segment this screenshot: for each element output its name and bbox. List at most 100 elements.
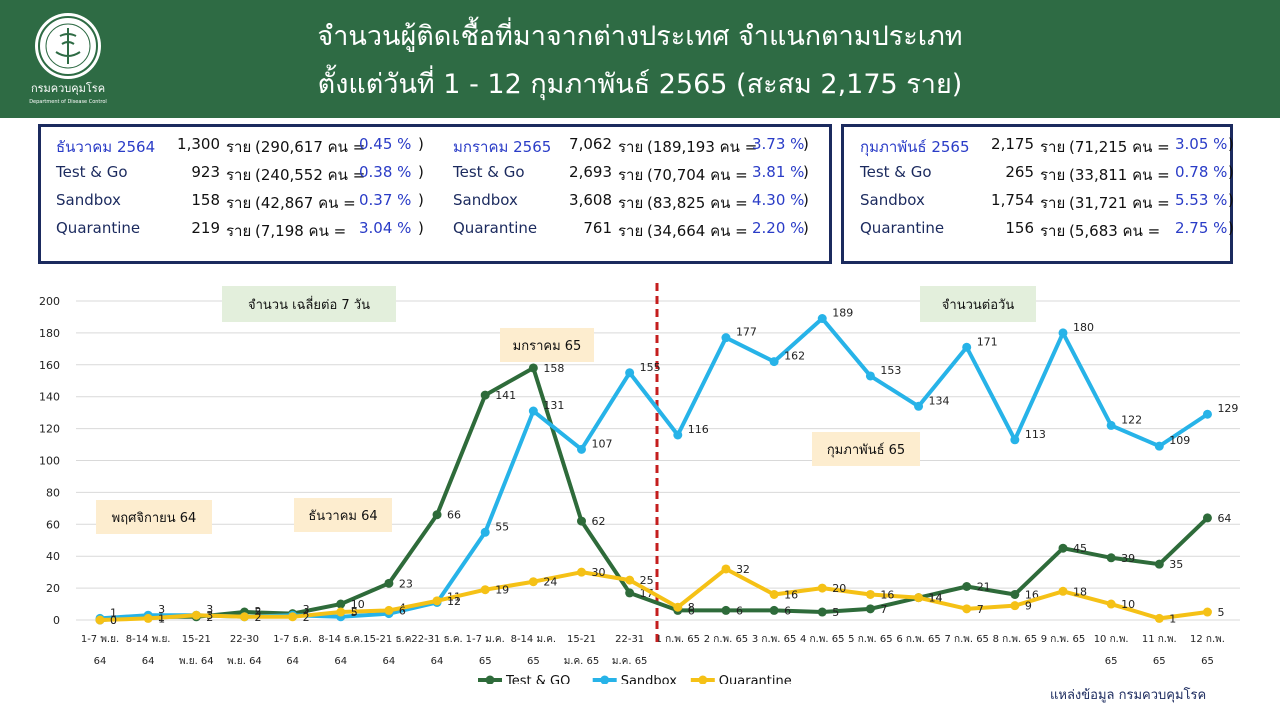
annotation-nov-bg <box>96 500 212 534</box>
data-label: 162 <box>784 350 805 363</box>
data-label: 2 <box>254 611 261 624</box>
summary-persons: (31,721 คน = <box>1069 194 1170 212</box>
data-point <box>865 604 875 614</box>
data-label: 6 <box>399 604 406 617</box>
y-tick-label: 80 <box>46 486 60 499</box>
data-label: 116 <box>688 423 709 436</box>
data-label: 6 <box>688 604 695 617</box>
x-tick-label: พ.ย. 64 <box>227 656 262 667</box>
data-point <box>577 567 586 577</box>
data-point <box>1154 613 1164 623</box>
data-point <box>1106 553 1116 563</box>
data-label: 129 <box>1217 402 1238 415</box>
summary-pct: 3.05 % <box>1175 135 1228 153</box>
summary-count: 158 <box>191 191 220 209</box>
series-line <box>99 365 1209 622</box>
summary-pct: 0.37 % <box>359 191 412 209</box>
summary-unit: ราย <box>1040 138 1066 156</box>
data-point <box>1058 543 1068 553</box>
data-point <box>721 333 731 343</box>
summary-close: ) <box>1228 163 1234 181</box>
summary-label: ธันวาคม 2564 <box>56 138 156 156</box>
data-point <box>480 527 490 537</box>
data-label: 9 <box>1025 600 1032 613</box>
data-point <box>769 605 779 615</box>
summary-persons: (240,552 คน = <box>255 166 366 184</box>
summary-unit: ราย <box>1040 222 1066 240</box>
x-tick-label: 4 ก.พ. 65 <box>800 634 844 645</box>
summary-persons: (33,811 คน = <box>1069 166 1170 184</box>
summary-label: Quarantine <box>453 219 538 237</box>
summary-label: Sandbox <box>56 191 121 209</box>
data-point <box>577 444 586 454</box>
x-tick-label: 6 ก.พ. 65 <box>896 634 940 645</box>
summary-label: Test & Go <box>56 163 128 181</box>
data-label: 25 <box>640 574 654 587</box>
summary-pct: 5.53 % <box>1175 191 1228 209</box>
summary-pct: 3.81 % <box>752 163 805 181</box>
x-tick-label: 65 <box>1105 656 1118 667</box>
data-label: 3 <box>206 609 213 622</box>
annotation-dec: ธันวาคม 64 <box>308 509 377 524</box>
summary-close: ) <box>418 191 424 209</box>
data-point <box>288 612 298 622</box>
summary-pct: 3.04 % <box>359 219 412 237</box>
summary-pct: 3.73 % <box>752 135 805 153</box>
data-label: 10 <box>1121 598 1135 611</box>
data-label: 55 <box>495 520 509 533</box>
y-tick-label: 200 <box>39 295 60 308</box>
data-point <box>528 577 538 587</box>
summary-label: Test & Go <box>453 163 525 181</box>
summary-count: 1,754 <box>991 191 1034 209</box>
data-point <box>384 578 394 588</box>
data-point <box>769 357 779 367</box>
x-tick-label: ม.ค. 65 <box>612 656 648 667</box>
summary-pct: 0.78 % <box>1175 163 1228 181</box>
summary-persons: (5,683 คน = <box>1069 222 1161 240</box>
data-label: 19 <box>495 584 509 597</box>
summary-unit: ราย <box>1040 166 1066 184</box>
summary-label: Sandbox <box>453 191 518 209</box>
summary-persons: (83,825 คน = <box>647 194 748 212</box>
summary-unit: ราย <box>226 222 252 240</box>
data-label: 158 <box>543 362 564 375</box>
x-tick-label: 22-30 <box>230 634 259 645</box>
data-label: 7 <box>977 603 984 616</box>
data-point <box>865 589 875 599</box>
x-tick-label: 3 ก.พ. 65 <box>752 634 796 645</box>
department-logo: กรมควบคุมโรค Department of Disease Contr… <box>29 13 107 105</box>
summary-close: ) <box>418 135 424 153</box>
data-point <box>95 615 105 625</box>
data-point <box>528 363 538 373</box>
data-label: 30 <box>592 566 606 579</box>
summary-close: ) <box>1228 135 1234 153</box>
y-tick-label: 140 <box>39 391 60 404</box>
x-tick-label: 64 <box>142 656 155 667</box>
data-label: 21 <box>977 581 991 594</box>
summary-persons: (7,198 คน = <box>255 222 347 240</box>
data-point <box>480 390 490 400</box>
data-label: 122 <box>1121 413 1142 426</box>
data-point <box>962 582 972 592</box>
summary-count: 923 <box>191 163 220 181</box>
data-label: 7 <box>880 603 887 616</box>
y-tick-label: 160 <box>39 359 60 372</box>
y-tick-label: 40 <box>46 550 60 563</box>
annotation-left-title-bg <box>222 286 396 322</box>
summary-close: ) <box>803 191 809 209</box>
data-point <box>143 613 153 623</box>
data-label: 3 <box>206 603 213 616</box>
svg-text:Department of Disease Control: Department of Disease Control <box>29 99 107 105</box>
data-label: 16 <box>880 588 894 601</box>
data-label: 2 <box>303 611 310 624</box>
data-label: 134 <box>929 394 950 407</box>
x-tick-label: 65 <box>527 656 540 667</box>
summary-close: ) <box>803 163 809 181</box>
data-point <box>817 607 827 617</box>
data-label: 20 <box>832 582 846 595</box>
data-point <box>673 602 683 612</box>
summary-close: ) <box>418 219 424 237</box>
legend-marker <box>698 675 708 684</box>
data-point <box>432 510 442 520</box>
data-label: 32 <box>736 563 750 576</box>
